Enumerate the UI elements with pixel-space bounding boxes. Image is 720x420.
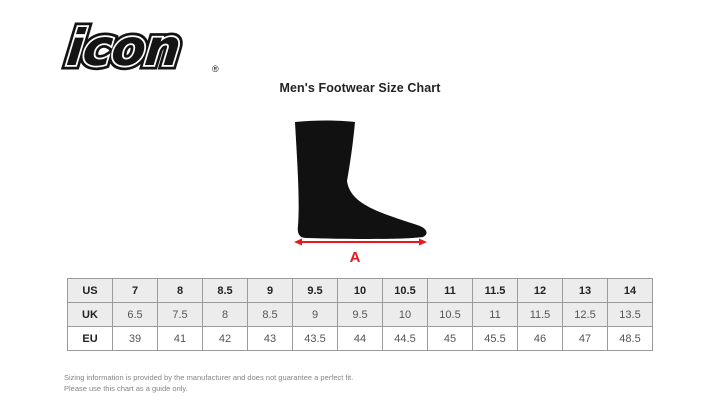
size-cell: 12.5 — [562, 302, 608, 327]
size-cell: 8 — [202, 302, 248, 327]
size-cell: 48.5 — [607, 326, 653, 351]
size-cell: 12 — [517, 278, 563, 303]
size-table-row-eu: EU 39 41 42 43 43.5 44 44.5 45 45.5 46 47 48.5 — [67, 326, 653, 351]
length-arrow — [294, 238, 427, 246]
size-cell: 9.5 — [292, 278, 338, 303]
size-cell: 9 — [247, 278, 293, 303]
size-cell: 8 — [157, 278, 203, 303]
svg-text:icon: icon — [64, 20, 183, 76]
size-cell: 44 — [337, 326, 383, 351]
size-table-body: US 7 8 8.5 9 9.5 10 10.5 11 11.5 12 13 14 UK 6.5 7.5 8 8.… — [67, 278, 653, 351]
registered-trademark-symbol: ® — [212, 64, 219, 74]
size-cell: 41 — [157, 326, 203, 351]
size-cell: 42 — [202, 326, 248, 351]
icon-brand-logo: icon icon icon ® — [60, 14, 230, 82]
footnote-line-1: Sizing information is provided by the ma… — [64, 373, 354, 382]
size-cell: 13 — [562, 278, 608, 303]
row-label-uk: UK — [67, 302, 113, 327]
size-cell: 10.5 — [382, 278, 428, 303]
size-cell: 45 — [427, 326, 473, 351]
size-cell: 13.5 — [607, 302, 653, 327]
disclaimer-footnote: Sizing information is provided by the ma… — [64, 372, 353, 395]
size-cell: 47 — [562, 326, 608, 351]
size-cell: 46 — [517, 326, 563, 351]
size-cell: 10.5 — [427, 302, 473, 327]
size-cell: 8.5 — [202, 278, 248, 303]
size-table-row-us: US 7 8 8.5 9 9.5 10 10.5 11 11.5 12 13 14 — [67, 278, 653, 303]
dimension-a-label: A — [350, 249, 361, 266]
size-cell: 11 — [427, 278, 473, 303]
icon-logo-graphic: icon icon icon ® — [60, 14, 219, 82]
size-cell: 11 — [472, 302, 518, 327]
size-conversion-table: US 7 8 8.5 9 9.5 10 10.5 11 11.5 12 13 14 UK 6.5 7.5 8 8.… — [67, 278, 653, 351]
size-cell: 11.5 — [472, 278, 518, 303]
row-label-us: US — [67, 278, 113, 303]
size-cell: 7.5 — [157, 302, 203, 327]
size-cell: 39 — [112, 326, 158, 351]
size-cell: 44.5 — [382, 326, 428, 351]
size-cell: 14 — [607, 278, 653, 303]
foot-measurement-diagram: A — [270, 104, 450, 266]
page-title: Men's Footwear Size Chart — [279, 81, 441, 95]
size-cell: 11.5 — [517, 302, 563, 327]
svg-text:icon: icon — [64, 20, 183, 76]
row-label-eu: EU — [67, 326, 113, 351]
size-cell: 7 — [112, 278, 158, 303]
svg-text:icon: icon — [64, 20, 183, 76]
size-cell: 45.5 — [472, 326, 518, 351]
footnote-line-2: Please use this chart as a guide only. — [64, 384, 188, 394]
size-cell: 9.5 — [337, 302, 383, 327]
size-cell: 43.5 — [292, 326, 338, 351]
size-cell: 9 — [292, 302, 338, 327]
size-cell: 10 — [382, 302, 428, 327]
size-cell: 6.5 — [112, 302, 158, 327]
size-cell: 8.5 — [247, 302, 293, 327]
size-cell: 43 — [247, 326, 293, 351]
size-cell: 10 — [337, 278, 383, 303]
foot-silhouette — [295, 120, 427, 239]
size-table-row-uk: UK 6.5 7.5 8 8.5 9 9.5 10 10.5 11 11.5 12.5 13.5 — [67, 302, 653, 327]
